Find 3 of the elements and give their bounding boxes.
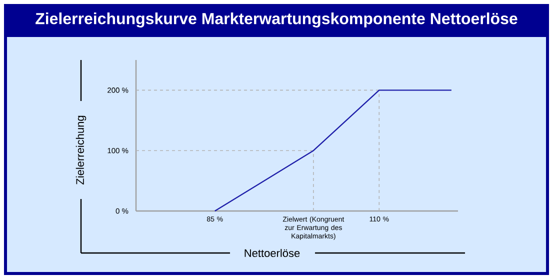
y-axis-title: Zielerreichung: [76, 116, 86, 185]
chart-title: Zielerreichungskurve Markterwartungskomponente Nettoerlöse: [36, 12, 518, 28]
x-axis-title: Nettoerlöse: [244, 248, 300, 258]
